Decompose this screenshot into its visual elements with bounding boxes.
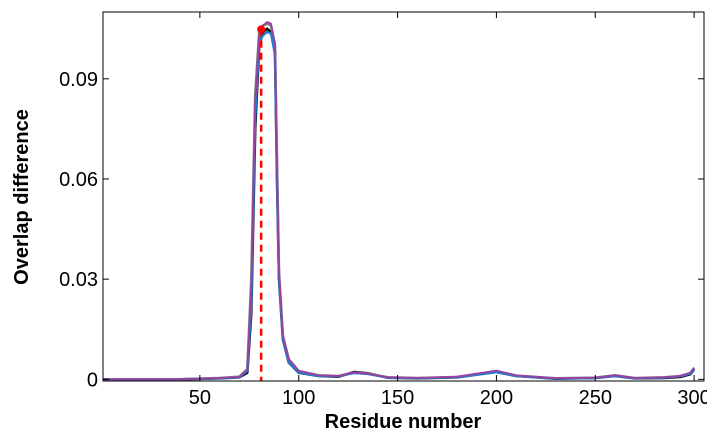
annotation-layer xyxy=(257,25,266,381)
x-tick-label: 100 xyxy=(282,387,315,409)
y-tick-label: 0.03 xyxy=(59,269,98,291)
peak-marker xyxy=(257,25,266,34)
series-line-4 xyxy=(103,21,695,381)
y-axis-label: Overlap difference xyxy=(11,109,33,285)
y-tick-label: 0.09 xyxy=(59,69,98,91)
y-tick-label: 0 xyxy=(87,369,98,391)
tick-layer: 50 100 150 200 250 300 0 0.03 0.06 0.09 xyxy=(59,12,707,409)
x-axis-label: Residue number xyxy=(325,411,482,433)
x-tick-label: 50 xyxy=(189,387,211,409)
plot-background xyxy=(103,12,704,381)
plot-frame xyxy=(102,11,705,382)
x-tick-label: 300 xyxy=(677,387,707,409)
x-tick-label: 200 xyxy=(480,387,513,409)
y-tick-label: 0.06 xyxy=(59,169,98,191)
series-layer xyxy=(103,21,696,381)
x-tick-label: 150 xyxy=(381,387,414,409)
x-tick-label: 250 xyxy=(579,387,612,409)
